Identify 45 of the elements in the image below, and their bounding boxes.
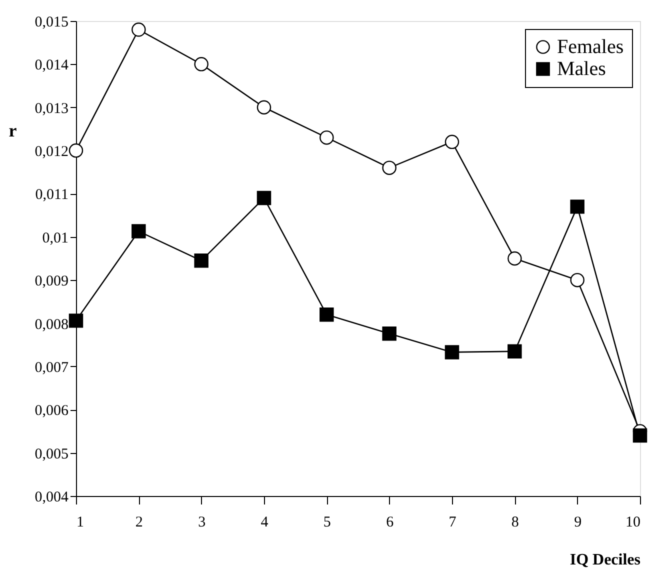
x-tick-label: 7: [448, 514, 457, 530]
point: [132, 224, 146, 238]
y-tick-label: 0,013: [34, 100, 68, 117]
y-tick-label: 0,012: [34, 144, 68, 160]
y-tick-label: 0,006: [34, 403, 69, 420]
y-tick-label: 0,014: [34, 58, 69, 74]
y-tick-label: 0,005: [34, 446, 68, 462]
x-tick-label: 10: [626, 514, 640, 530]
point: [570, 200, 584, 214]
point: [194, 254, 208, 268]
point: [320, 308, 334, 322]
x-tick-label: 5: [323, 514, 331, 530]
point: [320, 130, 334, 145]
point: [508, 344, 522, 358]
x-tick-label: 9: [574, 514, 582, 530]
y-axis-title: r: [8, 120, 17, 140]
point: [632, 428, 648, 443]
x-tick-label: 6: [386, 514, 394, 530]
x-tick-label: 2: [135, 514, 143, 530]
y-tick-label: 0,008: [34, 316, 68, 333]
legend-label: Males: [557, 58, 606, 80]
point: [444, 134, 460, 150]
x-tick-label: 8: [511, 514, 519, 530]
x-tick-label: 4: [260, 514, 269, 530]
point: [444, 345, 460, 360]
point: [570, 272, 584, 288]
point: [132, 22, 146, 37]
y-tick-label: 0,009: [34, 274, 68, 290]
x-tick-label: 1: [76, 514, 84, 530]
point: [68, 143, 84, 158]
point: [382, 160, 396, 175]
x-axis-title: IQ Deciles: [570, 552, 640, 568]
y-tick-label: 0,007: [34, 360, 69, 376]
point: [256, 190, 272, 206]
point: [194, 57, 208, 72]
y-tick-label: 0,01: [42, 230, 68, 246]
point: [508, 251, 522, 266]
y-tick-label: 0,004: [34, 490, 69, 506]
point: [256, 100, 272, 114]
point: [68, 314, 84, 328]
y-tick-label: 0,015: [34, 14, 68, 30]
y-tick-label: 0,011: [35, 187, 68, 204]
legend-label: Females: [557, 36, 624, 58]
point: [382, 326, 396, 341]
x-tick-label: 3: [198, 514, 206, 530]
